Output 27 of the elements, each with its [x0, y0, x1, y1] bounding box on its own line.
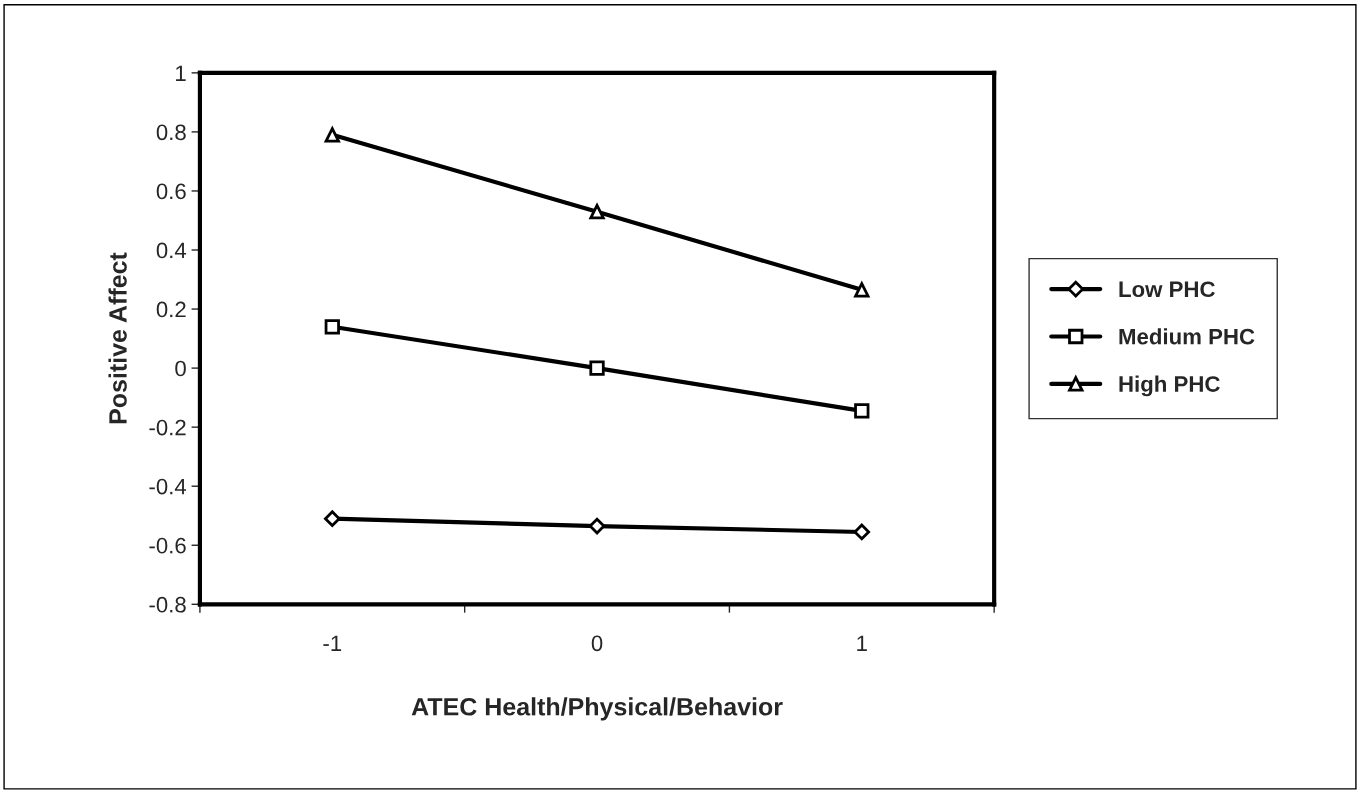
point — [324, 319, 340, 335]
point — [324, 510, 341, 527]
x-tick-label: 0 — [591, 635, 603, 652]
legend-label: High PHC — [1119, 375, 1220, 397]
y-tick-label: 0.4 — [156, 242, 187, 259]
point — [854, 282, 870, 298]
y-tick-label: -0.8 — [149, 596, 186, 613]
y-axis-title: Positive Affect — [108, 252, 127, 424]
legend-label: Low PHC — [1119, 281, 1215, 298]
point — [853, 523, 871, 541]
x-tick-label: 1 — [857, 635, 867, 651]
y-tick-label: -0.4 — [149, 478, 187, 495]
y-tick-label: 0.6 — [156, 183, 186, 200]
point — [589, 360, 605, 376]
point — [324, 127, 340, 143]
point — [589, 203, 605, 220]
y-tick-label: 0 — [175, 360, 186, 377]
y-tick-label: -0.2 — [149, 419, 186, 436]
x-axis-title: ATEC Health/Physical/Behavior — [411, 697, 783, 721]
point — [854, 403, 870, 419]
x-tick-label: -1 — [323, 635, 342, 651]
y-tick-label: -0.6 — [149, 537, 186, 554]
legend-label: Medium PHC — [1119, 328, 1255, 345]
point — [588, 517, 606, 535]
y-tick-label: 0.2 — [156, 301, 186, 318]
y-tick-label: 1 — [176, 65, 186, 81]
y-tick-label: 0.8 — [156, 124, 186, 141]
